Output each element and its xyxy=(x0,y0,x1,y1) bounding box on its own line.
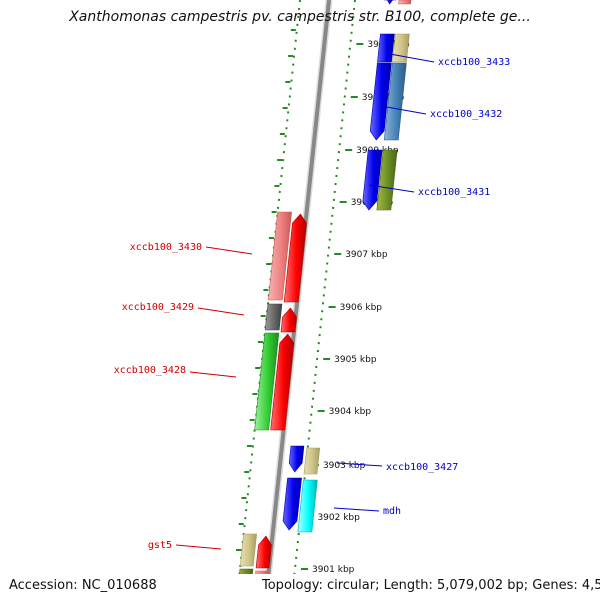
feature-block xyxy=(377,33,395,63)
feature-block xyxy=(383,0,397,5)
feature-block xyxy=(303,447,321,475)
label-leader-gst5 xyxy=(175,544,222,550)
scale-tick-label: 3907 kbp xyxy=(345,250,388,260)
label-leader-xccb100_3428 xyxy=(189,371,237,378)
gene-label-gst5[interactable]: gst5 xyxy=(148,540,172,551)
label-leader-xccb100_3432 xyxy=(380,105,427,115)
feature-block xyxy=(376,149,398,211)
gene-labels: xccb100_3433 xccb100_3432 xccb100_3431xccb… xyxy=(114,57,511,551)
scale-tick-label: 3901 kbp xyxy=(312,565,355,575)
label-leader-xccb100_3427 xyxy=(336,462,383,467)
feature-block xyxy=(283,213,307,303)
feature-block xyxy=(369,62,392,141)
scale-tick-label: 3903 kbp xyxy=(323,461,366,471)
label-leader-xccb100_3433 xyxy=(389,53,435,63)
page-title: Xanthomonas campestris pv. campestris st… xyxy=(69,9,531,25)
feature-block xyxy=(282,477,302,531)
gene-label-xccb100_3429[interactable]: xccb100_3429 xyxy=(122,302,194,313)
gene-label-xccb100_3430[interactable]: xccb100_3430 xyxy=(130,242,202,253)
feature-block xyxy=(254,332,280,431)
label-leader-xccb100_3429 xyxy=(197,307,245,316)
feature-block xyxy=(398,0,412,5)
feature-block xyxy=(383,62,407,141)
feature-block xyxy=(268,211,292,301)
scale-tick-label: 3905 kbp xyxy=(334,355,377,365)
gene-label-xccb100_3427[interactable]: xccb100_3427 xyxy=(386,462,458,473)
scale-tick-label: 3904 kbp xyxy=(329,407,372,417)
label-leader-xccb100_3430 xyxy=(205,246,253,255)
label-leader-mdh xyxy=(333,507,380,512)
gene-label-xccb100_3431[interactable]: xccb100_3431 xyxy=(418,187,490,198)
topology-label: Topology: circular; Length: 5,079,002 bp… xyxy=(262,578,600,593)
feature-block xyxy=(392,33,410,63)
label-leader-xccb100_3431 xyxy=(368,184,415,193)
feature-block xyxy=(288,445,305,473)
accession-label: Accession: NC_010688 xyxy=(9,578,157,593)
gene-label-xccb100_3433[interactable]: xccb100_3433 xyxy=(438,57,510,68)
feature-block xyxy=(255,535,272,569)
gene-label-xccb100_3432[interactable]: xccb100_3432 xyxy=(430,109,502,120)
feature-block xyxy=(362,149,383,211)
feature-block xyxy=(264,303,283,331)
label-leaders xyxy=(175,53,435,550)
scale-tick-label: 3906 kbp xyxy=(340,303,383,313)
scale-tick-label: 3902 kbp xyxy=(317,513,360,523)
gene-label-xccb100_3428[interactable]: xccb100_3428 xyxy=(114,365,186,376)
footer-bar: Accession: NC_010688 Topology: circular;… xyxy=(0,574,600,600)
feature-block xyxy=(280,307,297,333)
feature-block xyxy=(239,533,257,567)
feature-block xyxy=(270,333,295,431)
feature-block xyxy=(297,479,318,533)
gene-label-mdh[interactable]: mdh xyxy=(383,506,401,517)
